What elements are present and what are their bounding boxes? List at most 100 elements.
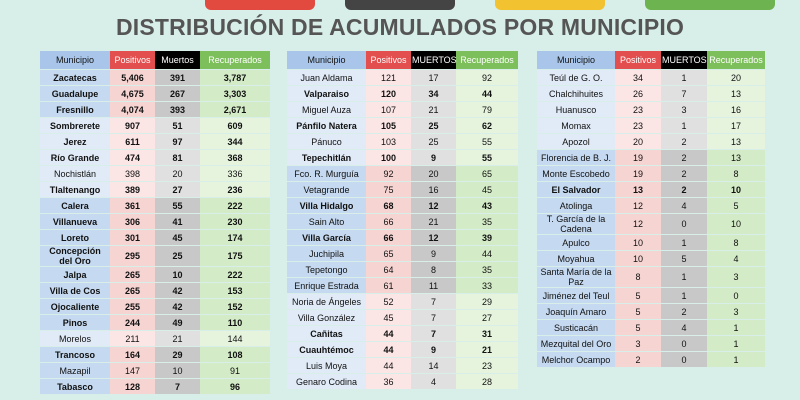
table-row: Noria de Ángeles 52 7 29 xyxy=(287,294,518,309)
table-cell: 68 xyxy=(366,198,411,213)
table-cell: Joaquín Amaro xyxy=(537,304,615,319)
table-cell: 393 xyxy=(155,102,200,117)
table-cell: 8 xyxy=(707,235,765,250)
table-row: Luis Moya 44 14 23 xyxy=(287,358,518,373)
table-row: Sain Alto 66 21 35 xyxy=(287,214,518,229)
tab-red xyxy=(205,0,315,10)
table-cell: 34 xyxy=(411,86,456,101)
table-row: Tlaltenango 389 27 236 xyxy=(40,182,270,197)
table-cell: 5 xyxy=(707,198,765,213)
table-cell: 1 xyxy=(661,288,707,303)
table-row: Susticacán 5 4 1 xyxy=(537,320,765,335)
table-cell: 16 xyxy=(707,102,765,117)
table-cell: 64 xyxy=(366,262,411,277)
table-cell: 3 xyxy=(707,304,765,319)
table-cell: 2 xyxy=(661,182,707,197)
header-cell: Recuperados xyxy=(707,51,765,69)
header-cell: Positivos xyxy=(366,51,411,69)
table-cell: 103 xyxy=(366,134,411,149)
table-cell: 7 xyxy=(411,326,456,341)
table-cell: Noria de Ángeles xyxy=(287,294,366,309)
table-cell: 301 xyxy=(110,230,155,245)
table-cell: Juchipila xyxy=(287,246,366,261)
table-cell: 255 xyxy=(110,299,155,314)
table-cell: El Salvador xyxy=(537,182,615,197)
table-row: Mezquital del Oro 3 0 1 xyxy=(537,336,765,351)
table-cell: 0 xyxy=(707,288,765,303)
table-cell: 2 xyxy=(661,134,707,149)
header-row: Municipio Positivos MUERTOS Recuperados xyxy=(287,51,518,69)
table-row: Loreto 301 45 174 xyxy=(40,230,270,245)
table-cell: Sain Alto xyxy=(287,214,366,229)
table-row: Joaquín Amaro 5 2 3 xyxy=(537,304,765,319)
table-cell: Apozol xyxy=(537,134,615,149)
table-row: Chalchihuites 26 7 13 xyxy=(537,86,765,101)
table-cell: 121 xyxy=(366,70,411,85)
table-cell: Pinos xyxy=(40,315,110,330)
table-cell: 66 xyxy=(366,230,411,245)
table-cell: 2 xyxy=(661,150,707,165)
header-cell: Municipio xyxy=(537,51,615,69)
header-cell: Positivos xyxy=(110,51,155,69)
table-cell: 21 xyxy=(155,331,200,346)
table-cell: 92 xyxy=(456,70,518,85)
table-cell: 19 xyxy=(615,166,661,181)
table-cell: 474 xyxy=(110,150,155,165)
table-cell: 1 xyxy=(661,118,707,133)
table-cell: 8 xyxy=(707,166,765,181)
table-row: Atolinga 12 4 5 xyxy=(537,198,765,213)
table-cell: 2 xyxy=(661,304,707,319)
table-cell: Mezquital del Oro xyxy=(537,336,615,351)
table-cell: 391 xyxy=(155,70,200,85)
header-cell: Muertos xyxy=(155,51,200,69)
header-cell: Municipio xyxy=(287,51,366,69)
table-cell: 9 xyxy=(411,342,456,357)
table-cell: 49 xyxy=(155,315,200,330)
table-cell: Nochistlán xyxy=(40,166,110,181)
table-cell: 4 xyxy=(661,198,707,213)
tab-yellow xyxy=(495,0,605,10)
table-cell: 12 xyxy=(411,230,456,245)
table-cell: 10 xyxy=(707,214,765,234)
table-row: Villa Hidalgo 68 12 43 xyxy=(287,198,518,213)
table-cell: 66 xyxy=(366,214,411,229)
header-cell: Municipio xyxy=(40,51,110,69)
table-cell: 51 xyxy=(155,118,200,133)
table-cell: Miguel Auza xyxy=(287,102,366,117)
header-cell: Positivos xyxy=(615,51,661,69)
table-cell: 2,671 xyxy=(200,102,270,117)
table-cell: 1 xyxy=(707,320,765,335)
table-cell: Fresnillo xyxy=(40,102,110,117)
table-cell: 3 xyxy=(707,267,765,287)
table-cell: Pánfilo Natera xyxy=(287,118,366,133)
table-cell: 0 xyxy=(661,336,707,351)
table-cell: 31 xyxy=(456,326,518,341)
table-cell: 14 xyxy=(411,358,456,373)
table-cell: Enrique Estrada xyxy=(287,278,366,293)
table-cell: 222 xyxy=(200,267,270,282)
table-row: Monte Escobedo 19 2 8 xyxy=(537,166,765,181)
table-cell: Trancoso xyxy=(40,347,110,362)
table-cell: 9 xyxy=(411,150,456,165)
table-cell: 5,406 xyxy=(110,70,155,85)
table-row: T. García de la Cadena 12 0 10 xyxy=(537,214,765,234)
table-cell: 344 xyxy=(200,134,270,149)
table-cell: 81 xyxy=(155,150,200,165)
table-cell: Juan Aldama xyxy=(287,70,366,85)
header-cell: MUERTOS xyxy=(661,51,707,69)
table-cell: 25 xyxy=(411,118,456,133)
table-cell: 107 xyxy=(366,102,411,117)
table-cell: Monte Escobedo xyxy=(537,166,615,181)
table-cell: 61 xyxy=(366,278,411,293)
table-row: Villa de Cos 265 42 153 xyxy=(40,283,270,298)
table-row: Pánfilo Natera 105 25 62 xyxy=(287,118,518,133)
table-cell: 96 xyxy=(200,379,270,394)
table-cell: 12 xyxy=(615,214,661,234)
table-cell: 7 xyxy=(661,86,707,101)
table-cell: 92 xyxy=(366,166,411,181)
table-row: Santa María de la Paz 8 1 3 xyxy=(537,267,765,287)
table-cell: Villa González xyxy=(287,310,366,325)
table-cell: Huanusco xyxy=(537,102,615,117)
table-cell: Ojocaliente xyxy=(40,299,110,314)
table-cell: 389 xyxy=(110,182,155,197)
